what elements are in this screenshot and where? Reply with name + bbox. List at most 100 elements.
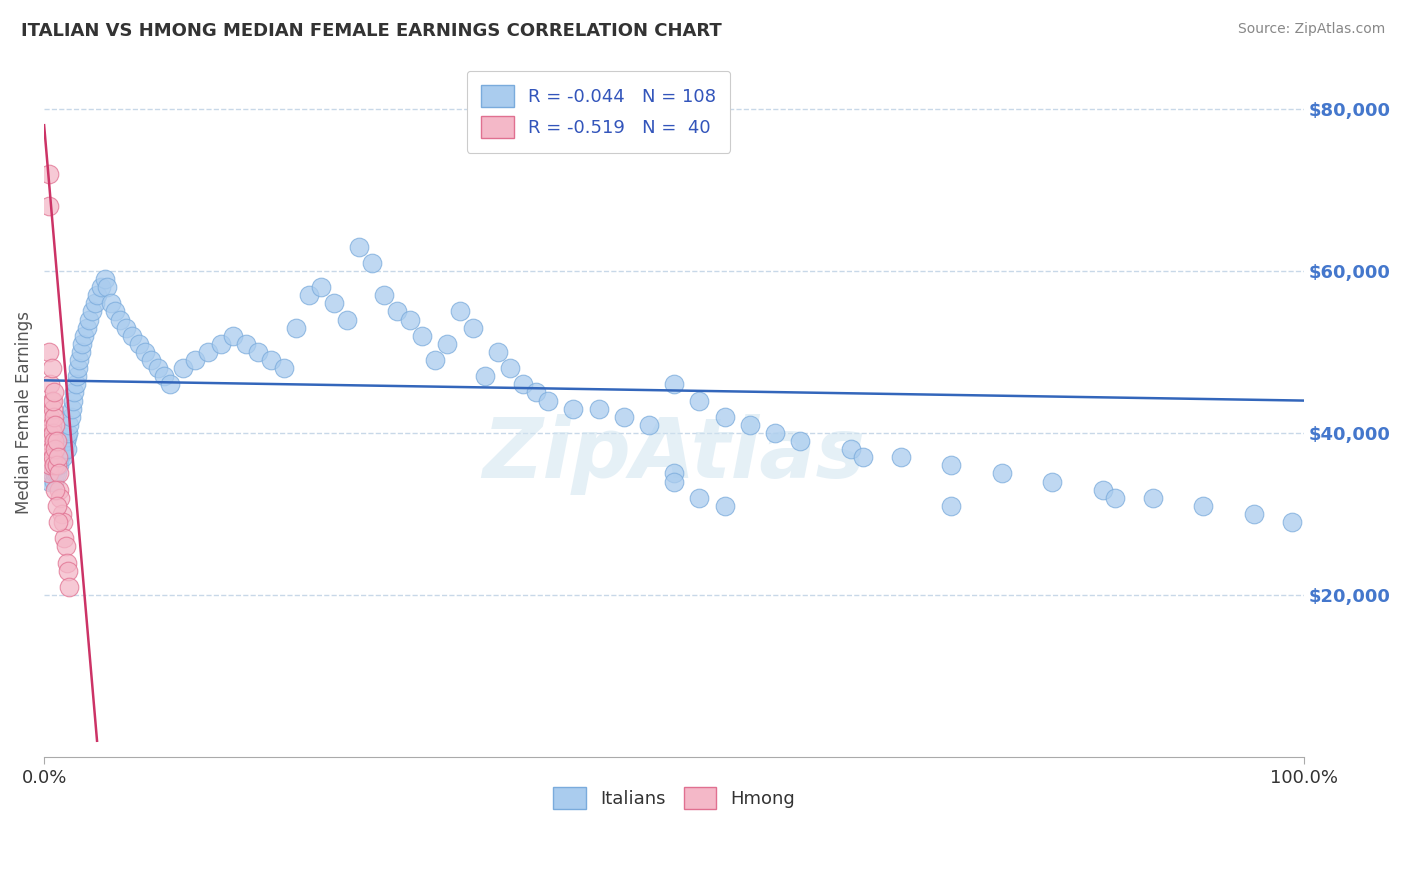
Point — [65, 377, 87, 392]
Point — [662, 377, 685, 392]
Point — [100, 296, 122, 310]
Point — [461, 320, 484, 334]
Point — [688, 491, 710, 505]
Point — [41, 393, 63, 408]
Point — [335, 312, 357, 326]
Point — [121, 328, 143, 343]
Point — [48, 458, 70, 473]
Point — [55, 434, 77, 448]
Point — [159, 377, 181, 392]
Point — [486, 345, 509, 359]
Point — [322, 296, 344, 310]
Point — [941, 499, 963, 513]
Point — [46, 454, 69, 468]
Point — [1192, 499, 1215, 513]
Point — [44, 483, 66, 497]
Point — [128, 337, 150, 351]
Point — [1091, 483, 1114, 497]
Point — [172, 361, 194, 376]
Point — [93, 272, 115, 286]
Point — [42, 425, 65, 440]
Text: Source: ZipAtlas.com: Source: ZipAtlas.com — [1237, 22, 1385, 37]
Text: ITALIAN VS HMONG MEDIAN FEMALE EARNINGS CORRELATION CHART: ITALIAN VS HMONG MEDIAN FEMALE EARNINGS … — [21, 22, 721, 40]
Point — [222, 328, 245, 343]
Point — [184, 353, 207, 368]
Point — [108, 312, 131, 326]
Point — [67, 361, 90, 376]
Point — [90, 280, 112, 294]
Point — [411, 328, 433, 343]
Point — [45, 458, 67, 473]
Point — [146, 361, 169, 376]
Point — [990, 467, 1012, 481]
Point — [1104, 491, 1126, 505]
Point — [46, 515, 69, 529]
Point — [56, 425, 79, 440]
Point — [373, 288, 395, 302]
Point — [360, 256, 382, 270]
Point — [44, 385, 66, 400]
Point — [48, 483, 70, 497]
Point — [59, 409, 82, 424]
Point — [53, 531, 76, 545]
Point — [235, 337, 257, 351]
Point — [941, 458, 963, 473]
Point — [852, 450, 875, 465]
Point — [104, 304, 127, 318]
Point — [58, 580, 80, 594]
Point — [512, 377, 534, 392]
Point — [56, 564, 79, 578]
Y-axis label: Median Female Earnings: Median Female Earnings — [15, 311, 32, 514]
Point — [45, 467, 67, 481]
Point — [49, 450, 72, 465]
Text: ZipAtlas: ZipAtlas — [482, 414, 866, 494]
Point — [1281, 515, 1303, 529]
Point — [58, 417, 80, 432]
Point — [67, 353, 90, 368]
Point — [39, 377, 62, 392]
Point — [738, 417, 761, 432]
Point — [638, 417, 661, 432]
Point — [247, 345, 270, 359]
Point — [1243, 507, 1265, 521]
Point — [42, 401, 65, 416]
Point — [39, 458, 62, 473]
Point — [80, 304, 103, 318]
Point — [45, 458, 67, 473]
Point — [44, 434, 66, 448]
Point — [56, 442, 79, 457]
Point — [83, 296, 105, 310]
Point — [141, 353, 163, 368]
Point — [423, 353, 446, 368]
Point — [42, 462, 65, 476]
Point — [60, 401, 83, 416]
Point — [285, 320, 308, 334]
Point — [613, 409, 636, 424]
Point — [134, 345, 156, 359]
Point — [890, 450, 912, 465]
Point — [713, 499, 735, 513]
Point — [38, 345, 60, 359]
Point — [449, 304, 471, 318]
Point — [153, 369, 176, 384]
Point — [44, 442, 66, 457]
Point — [44, 409, 66, 424]
Point — [48, 450, 70, 465]
Point — [499, 361, 522, 376]
Point — [62, 393, 84, 408]
Point — [789, 434, 811, 448]
Point — [38, 199, 60, 213]
Point — [53, 442, 76, 457]
Point — [41, 442, 63, 457]
Point — [51, 446, 73, 460]
Point — [63, 385, 86, 400]
Point — [42, 450, 65, 465]
Point — [41, 417, 63, 432]
Point — [39, 409, 62, 424]
Point — [311, 280, 333, 294]
Point — [56, 430, 79, 444]
Point — [41, 467, 63, 481]
Point — [662, 467, 685, 481]
Point — [39, 434, 62, 448]
Point — [38, 450, 60, 465]
